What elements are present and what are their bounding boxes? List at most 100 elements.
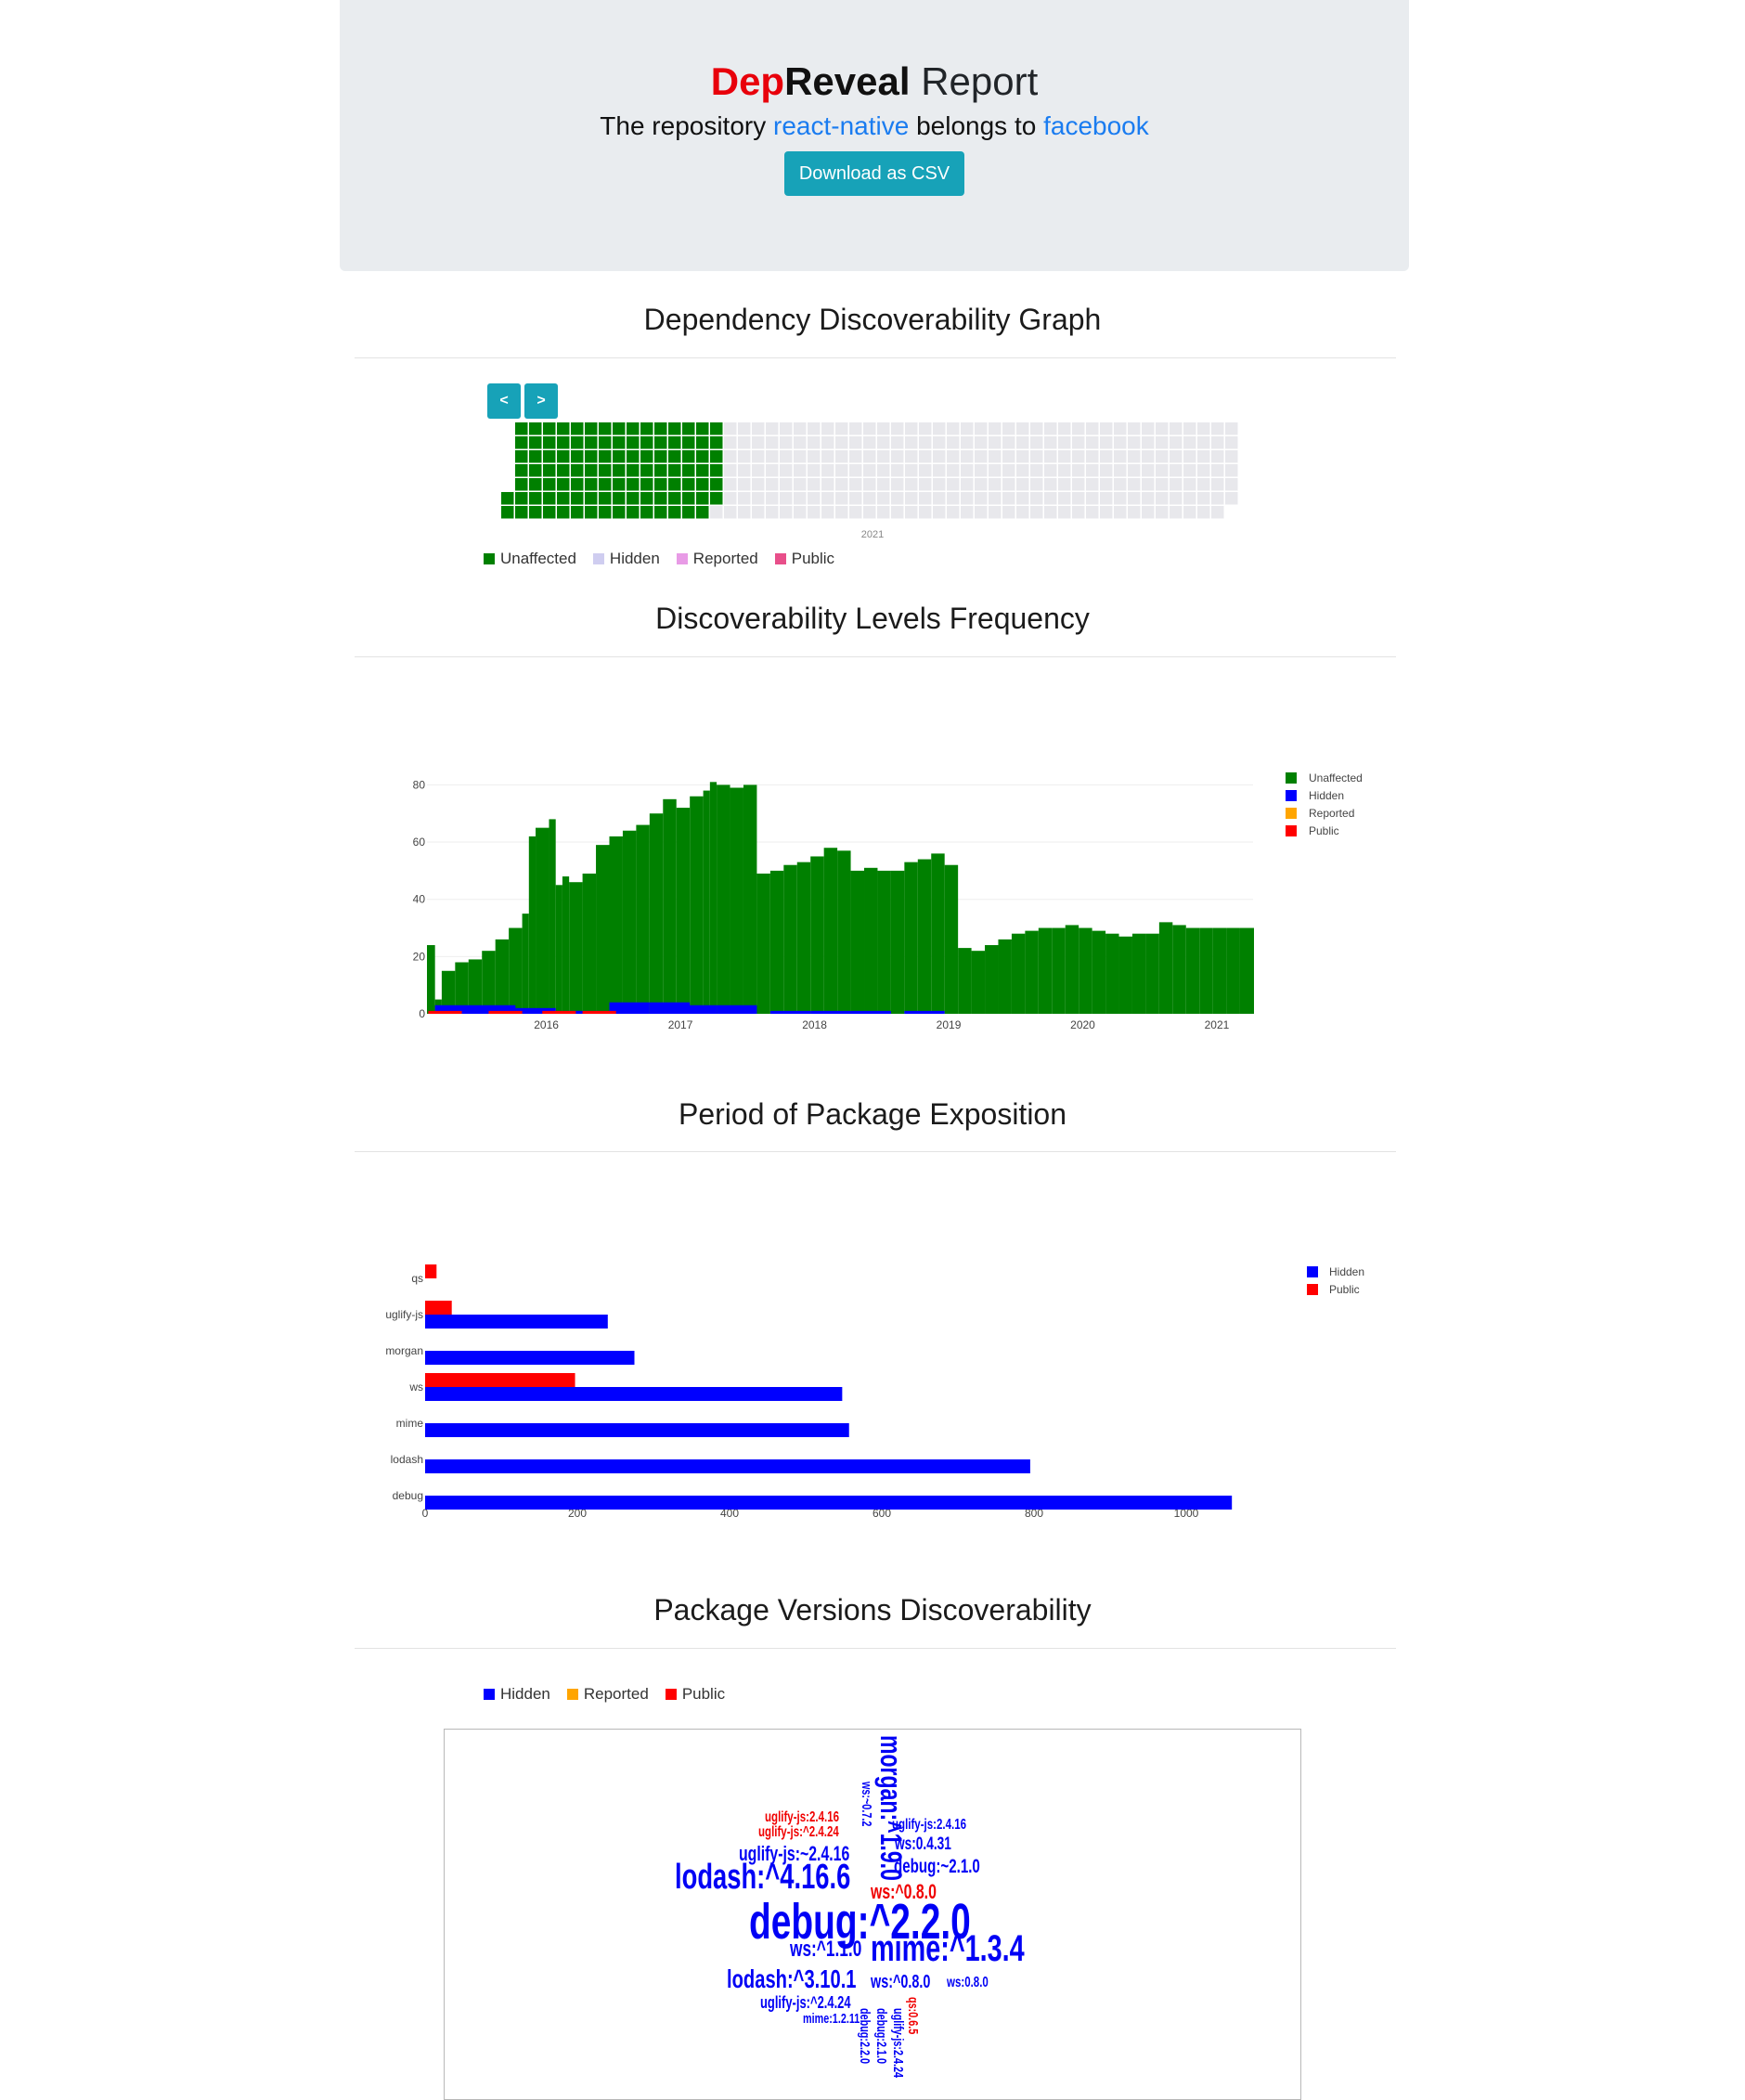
bar-unaffected [1145,933,1159,1014]
calendar-day-cell [738,478,751,491]
calendar-day-cell [557,436,570,449]
x-tick-label: 600 [872,1507,891,1520]
calendar-day-cell [1072,436,1085,449]
calendar-day-cell [599,464,612,477]
calendar-day-cell [794,506,807,519]
calendar-day-cell [1142,506,1155,519]
download-csv-button[interactable]: Download as CSV [784,151,964,196]
calendar-day-cell [1225,436,1238,449]
lead-middle: belongs to [909,111,1044,140]
calendar-day-cell [1114,492,1127,505]
calendar-day-cell [752,506,765,519]
calendar-day-cell [1030,506,1043,519]
calendar-day-cell [1114,464,1127,477]
calendar-day-cell [975,422,988,435]
calendar-day-cell [738,506,751,519]
wordcloud-word: ws:^0.8.0 [871,1972,931,1992]
calendar-day-cell [891,464,904,477]
bar-unaffected [636,824,650,1014]
calendar-day-cell [1211,478,1224,491]
bar-unaffected [796,862,811,1014]
prev-year-button[interactable]: < [487,383,521,419]
calendar-day-cell [905,450,918,463]
bar-unaffected [1038,927,1053,1014]
bar-unaffected [495,939,510,1014]
calendar-day-cell [1086,492,1099,505]
calendar-legend-item: Hidden [592,550,660,568]
calendar-day-cell [1211,422,1224,435]
calendar-day-cell [585,464,598,477]
calendar-day-cell [1016,436,1029,449]
x-tick-label: 2016 [534,1018,559,1031]
next-year-button[interactable]: > [524,383,558,419]
wordcloud-word: uglify-js:2.4.16 [892,1817,967,1833]
wordcloud-word: uglify-js:^2.4.24 [758,1824,839,1840]
calendar-day-cell [1183,422,1196,435]
repo-link[interactable]: react-native [773,111,910,140]
calendar-day-cell [933,478,946,491]
calendar-day-cell [599,450,612,463]
calendar-day-cell [1044,450,1057,463]
calendar-day-cell [668,464,681,477]
calendar-day-cell [1197,506,1210,519]
calendar-day-cell [1225,492,1238,505]
calendar-day-cell [919,436,932,449]
calendar-day-cell [1030,436,1043,449]
calendar-day-cell [627,422,640,435]
calendar-day-cell [849,422,862,435]
calendar-day-cell [627,492,640,505]
calendar-day-cell [905,506,918,519]
calendar-day-cell [1197,492,1210,505]
calendar-day-cell [1072,478,1085,491]
calendar-day-cell [1072,464,1085,477]
bar-unaffected [562,876,570,1014]
calendar-day-cell [1156,492,1169,505]
bar-unaffected [1011,933,1026,1014]
calendar-day-cell [1100,436,1113,449]
calendar-day-cell [877,450,890,463]
title-report: Report [910,59,1039,103]
calendar-day-cell [1183,464,1196,477]
calendar-day-cell [1211,492,1224,505]
calendar-day-cell [613,450,626,463]
calendar-day-cell [821,436,834,449]
calendar-day-cell [780,464,793,477]
calendar-day-cell [1072,492,1085,505]
calendar-day-cell [682,422,695,435]
legend-swatch [484,553,495,564]
wordcloud-word: ws:~0.7.2 [859,1782,874,1827]
calendar-day-cell [515,450,528,463]
bar-public [582,1010,616,1014]
calendar-day-cell [557,506,570,519]
calendar-day-cell [891,422,904,435]
calendar-day-cell [1156,436,1169,449]
calendar-day-cell [613,492,626,505]
x-tick-label: 2018 [802,1018,827,1031]
bar-unaffected [427,945,435,1014]
wordcloud-legend: Hidden Reported Public [484,1685,725,1704]
calendar-day-cell [710,450,723,463]
calendar-day-cell [668,436,681,449]
calendar-day-cell [640,464,653,477]
calendar-day-cell [1142,464,1155,477]
calendar-day-cell [835,506,848,519]
calendar-day-cell [961,492,974,505]
bar-unaffected [455,962,469,1014]
calendar-day-cell [766,478,779,491]
owner-link[interactable]: facebook [1043,111,1149,140]
calendar-day-cell [975,478,988,491]
calendar-day-cell [808,464,821,477]
calendar-day-cell [710,436,723,449]
calendar-day-cell [752,422,765,435]
calendar-day-cell [1225,464,1238,477]
calendar-day-cell [571,506,584,519]
bar-unaffected [877,870,891,1014]
title-dep: Dep [710,59,785,103]
calendar-day-cell [794,422,807,435]
calendar-day-cell [1030,464,1043,477]
calendar-day-cell [1128,436,1141,449]
legend-label: Public [681,1685,726,1703]
calendar-day-cell [821,450,834,463]
calendar-day-cell [1197,422,1210,435]
calendar-day-cell [905,492,918,505]
